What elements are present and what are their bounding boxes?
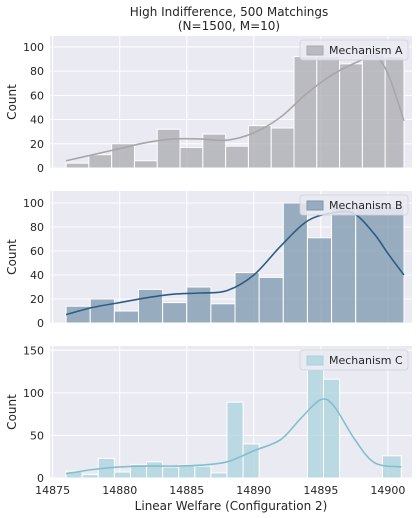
y-tick-label: 100: [23, 41, 44, 54]
x-tick-label: 14880: [102, 484, 137, 497]
histogram-bar: [258, 276, 284, 324]
histogram-bar: [210, 472, 228, 479]
kde-line: [65, 398, 402, 475]
histogram-bar: [323, 378, 341, 479]
histogram-bar: [331, 206, 357, 324]
histogram-bar: [178, 464, 196, 479]
y-axis-label: Count: [5, 84, 19, 120]
histogram-bar: [133, 160, 158, 169]
panels-group: 0 20 40 60 80 100 Count Mechanism A 0 20 40 60 80 100…: [5, 36, 412, 497]
y-tick-label: 0: [37, 317, 44, 330]
x-tick-label: 14890: [236, 484, 271, 497]
legend-label: Mechanism A: [329, 44, 403, 57]
panel-2: 0 20 40 60 80 100 Count Mechanism B: [5, 191, 412, 330]
histogram-bar: [137, 288, 164, 324]
y-tick-label: 80: [30, 221, 44, 234]
histogram-bar: [361, 53, 386, 169]
histogram-bar: [194, 465, 212, 479]
histogram-bar: [306, 237, 333, 324]
panel-1: 0 20 40 60 80 100 Count Mechanism A: [5, 36, 412, 175]
histogram-bar: [270, 127, 295, 169]
histogram-bar: [293, 56, 318, 169]
legend-swatch: [306, 200, 324, 211]
histogram-bar: [162, 466, 180, 479]
histogram-bar: [247, 125, 272, 169]
legend-box: [299, 39, 409, 61]
histogram-bar: [226, 401, 244, 479]
kde-line: [65, 210, 405, 316]
y-tick-label: 100: [23, 387, 44, 400]
legend-swatch: [306, 355, 324, 366]
histogram-bar: [225, 145, 249, 169]
histogram-bar: [81, 474, 99, 479]
histogram-bar: [339, 63, 363, 169]
y-tick-label: 0: [37, 162, 44, 175]
x-tick-label: 14885: [169, 484, 204, 497]
y-tick-label: 60: [30, 245, 44, 258]
histogram-bar: [113, 471, 131, 479]
histogram-bar: [65, 162, 90, 169]
histogram-bar: [162, 302, 188, 324]
histogram-bar: [146, 461, 164, 479]
histogram-bar: [179, 146, 204, 169]
chart-title-line2: (N=1500, M=10): [178, 19, 280, 33]
panel-3: 0 50 100 150 Count Mechanism C 14875 14880 14885…: [5, 344, 412, 497]
histogram-bar: [113, 310, 139, 324]
legend-label: Mechanism B: [329, 199, 403, 212]
y-tick-label: 50: [30, 429, 44, 442]
x-axis-label: Linear Welfare (Configuration 2): [135, 499, 328, 513]
y-tick-label: 40: [30, 269, 44, 282]
x-tick-label: 14875: [35, 484, 70, 497]
legend-swatch: [306, 45, 324, 56]
y-tick-label: 40: [30, 114, 44, 127]
x-tick-label: 14895: [303, 484, 338, 497]
y-tick-label: 20: [30, 293, 44, 306]
histogram-bar: [88, 154, 113, 169]
y-tick-label: 80: [30, 65, 44, 78]
histogram-bar: [242, 443, 260, 479]
y-tick-label: 60: [30, 89, 44, 102]
x-tick-label: 14900: [370, 484, 405, 497]
histogram-bar: [306, 368, 325, 479]
y-tick-label: 150: [23, 344, 44, 357]
y-axis-label: Count: [5, 394, 19, 430]
histogram-bar: [89, 298, 115, 324]
histogram-bar: [210, 303, 236, 324]
y-tick-label: 100: [23, 197, 44, 210]
legend-box: [299, 194, 409, 216]
histogram-bar: [156, 128, 181, 169]
histogram-bar: [282, 202, 308, 324]
y-tick-label: 20: [30, 138, 44, 151]
legend-box: [299, 349, 409, 371]
legend-label: Mechanism C: [329, 354, 403, 367]
chart-title-line1: High Indifference, 500 Matchings: [130, 5, 329, 19]
y-axis-label: Count: [5, 239, 19, 275]
y-tick-label: 0: [37, 472, 44, 485]
